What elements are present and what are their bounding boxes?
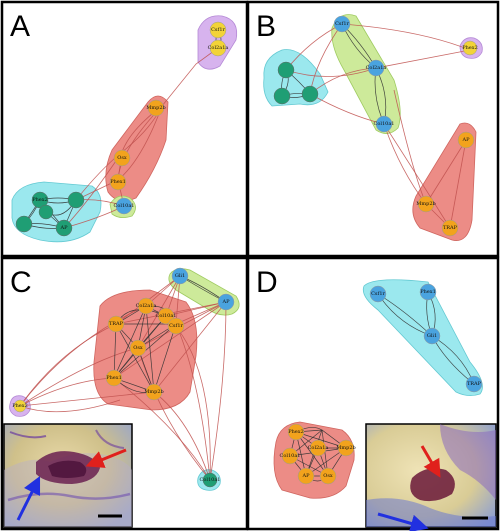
svg-text:Col10a1: Col10a1 bbox=[200, 477, 221, 483]
node-mmp2-d: Mmp2b bbox=[336, 439, 356, 457]
node-col2a1a-a: Col2a1a bbox=[208, 39, 229, 57]
hull-cyan-a bbox=[11, 181, 102, 243]
node-teal-3-a bbox=[38, 204, 54, 220]
svg-text:Csf1r: Csf1r bbox=[371, 291, 385, 297]
node-osx-c: Osx bbox=[129, 339, 147, 357]
panel-letter-c: C bbox=[10, 266, 32, 299]
node-col10b-c: Col10a1 bbox=[200, 472, 221, 488]
node-ap-d: AP bbox=[297, 467, 315, 485]
panel-letter-a: A bbox=[10, 10, 30, 43]
svg-text:Csf1r: Csf1r bbox=[211, 27, 225, 33]
svg-text:Col10a1: Col10a1 bbox=[156, 313, 177, 319]
svg-text:TRAP: TRAP bbox=[443, 225, 458, 231]
panel-letter-d: D bbox=[256, 266, 278, 299]
svg-text:Phex1: Phex1 bbox=[110, 179, 126, 185]
node-teal-1-a bbox=[67, 191, 85, 209]
node-col10a1-d: Col10a1 bbox=[280, 447, 301, 465]
svg-text:Col2a1a: Col2a1a bbox=[136, 303, 157, 309]
node-teal-3-b bbox=[301, 85, 319, 103]
node-teal-1-b bbox=[277, 61, 295, 79]
svg-text:Phex2: Phex2 bbox=[462, 45, 478, 51]
node-csf1r-c: Csf1r bbox=[167, 317, 185, 335]
svg-text:Col10a1: Col10a1 bbox=[280, 453, 301, 459]
node-mmp2-c: Mmp2b bbox=[144, 383, 164, 401]
node-col2a1a-d: Col2a1a bbox=[308, 439, 329, 457]
node-trap-d: TRAP bbox=[465, 375, 483, 393]
node-ap-b: AP bbox=[457, 131, 475, 149]
node-csf1r-d: Csf1r bbox=[369, 285, 387, 303]
inset-photo-d bbox=[365, 423, 497, 531]
svg-text:Osx: Osx bbox=[133, 345, 143, 351]
node-mmp2-b: Mmp2b bbox=[416, 195, 436, 213]
node-phex2-d: Phex2 bbox=[287, 423, 305, 441]
svg-text:TRAP: TRAP bbox=[109, 321, 124, 327]
blue-arrow-icon-d bbox=[377, 512, 429, 531]
svg-text:Csf1r: Csf1r bbox=[169, 323, 183, 329]
svg-text:Phex2: Phex2 bbox=[32, 197, 48, 203]
node-osx-d: Osx bbox=[319, 467, 337, 485]
hull-cyan-d bbox=[362, 279, 483, 396]
svg-text:Col2a1a: Col2a1a bbox=[366, 65, 387, 71]
svg-text:Mmp2b: Mmp2b bbox=[416, 201, 435, 207]
node-csf1r-b: Csf1r bbox=[333, 15, 351, 33]
svg-text:Phex1: Phex1 bbox=[106, 375, 122, 381]
svg-text:Mmp2b: Mmp2b bbox=[144, 389, 163, 395]
node-trap-b: TRAP bbox=[441, 219, 459, 237]
inset-photo-c bbox=[3, 423, 133, 528]
blue-arrow-icon bbox=[16, 475, 41, 521]
svg-text:Col2a1a: Col2a1a bbox=[308, 445, 329, 451]
svg-text:Osx: Osx bbox=[323, 473, 333, 479]
svg-text:Phex2: Phex2 bbox=[288, 429, 304, 435]
node-phex2-c: Phex2 bbox=[12, 399, 28, 413]
svg-text:AP: AP bbox=[60, 225, 69, 231]
red-arrow-icon-d bbox=[420, 445, 441, 478]
panel-b: B bbox=[256, 10, 483, 241]
svg-text:Phex1: Phex1 bbox=[420, 289, 436, 295]
node-ap-a: AP bbox=[55, 219, 73, 237]
node-col10a1-a: Col10a1 bbox=[114, 197, 135, 215]
node-csf1r-a: Csf1r bbox=[209, 21, 227, 39]
node-col2a1a-b: Col2a1a bbox=[366, 59, 387, 77]
svg-text:Col2a1a: Col2a1a bbox=[208, 45, 229, 51]
node-osx-a: Osx bbox=[113, 149, 131, 167]
svg-text:Col10a1: Col10a1 bbox=[114, 203, 135, 209]
svg-text:TRAP: TRAP bbox=[467, 381, 482, 387]
panel-d: D Csf bbox=[256, 266, 497, 531]
svg-text:Phex2: Phex2 bbox=[12, 403, 28, 409]
node-gli1-d: Gli1 bbox=[423, 327, 441, 345]
hull-green-b bbox=[331, 14, 401, 134]
node-trap-c: TRAP bbox=[107, 315, 125, 333]
svg-text:AP: AP bbox=[462, 137, 471, 143]
node-phex2-b: Phex2 bbox=[462, 40, 478, 56]
node-gli1-c: Gli1 bbox=[171, 267, 189, 285]
red-arrow-icon bbox=[85, 448, 127, 468]
node-col2a1a-c: Col2a1a bbox=[136, 297, 157, 315]
panel-a: A bbox=[10, 10, 238, 243]
node-phex1-a: Phex1 bbox=[109, 173, 127, 191]
node-phex1-c: Phex1 bbox=[105, 369, 123, 387]
node-teal-4-a bbox=[15, 215, 33, 233]
node-ap-c: AP bbox=[217, 293, 235, 311]
svg-text:Csf1r: Csf1r bbox=[335, 21, 349, 27]
svg-text:Mmp2b: Mmp2b bbox=[336, 445, 355, 451]
node-phex1-d: Phex1 bbox=[419, 283, 437, 301]
svg-text:Gli1: Gli1 bbox=[175, 273, 185, 279]
node-mmp2-a: Mmp2b bbox=[146, 99, 166, 117]
node-col10a1-b: Col10a1 bbox=[374, 115, 395, 133]
panel-c: C bbox=[3, 266, 240, 528]
svg-text:Gli1: Gli1 bbox=[427, 333, 437, 339]
svg-text:Mmp2b: Mmp2b bbox=[146, 105, 165, 111]
svg-text:Col10a1: Col10a1 bbox=[374, 121, 395, 127]
node-col10a1-c: Col10a1 bbox=[156, 307, 177, 325]
svg-text:Osx: Osx bbox=[117, 155, 127, 161]
panel-letter-b: B bbox=[256, 10, 276, 43]
node-teal-2-b bbox=[273, 87, 291, 105]
svg-text:AP: AP bbox=[302, 473, 311, 479]
svg-text:AP: AP bbox=[222, 299, 231, 305]
